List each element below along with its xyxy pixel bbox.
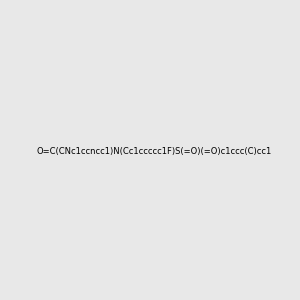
Text: O=C(CNc1ccncc1)N(Cc1ccccc1F)S(=O)(=O)c1ccc(C)cc1: O=C(CNc1ccncc1)N(Cc1ccccc1F)S(=O)(=O)c1c… [36,147,272,156]
